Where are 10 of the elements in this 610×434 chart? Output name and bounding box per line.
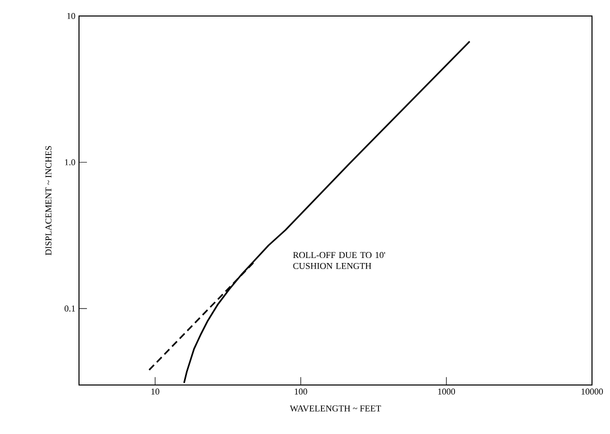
x-tick-label: 1000: [438, 388, 456, 395]
x-tick-label: 10000: [582, 388, 603, 395]
x-tick-label: 10: [151, 388, 160, 395]
y-tick-label: 1.0: [65, 159, 76, 166]
y-axis-title: DISPLACEMENT ~ INCHES: [45, 146, 52, 256]
y-tick-label: 10: [67, 12, 76, 20]
y-tick-label: 0.1: [64, 305, 75, 312]
x-axis-title: WAVELENGTH ~ FEET: [290, 405, 382, 412]
annotation: ROLL-OFF DUE TO 10' CUSHION LENGTH: [293, 252, 386, 270]
x-tick-label: 100: [294, 388, 308, 395]
